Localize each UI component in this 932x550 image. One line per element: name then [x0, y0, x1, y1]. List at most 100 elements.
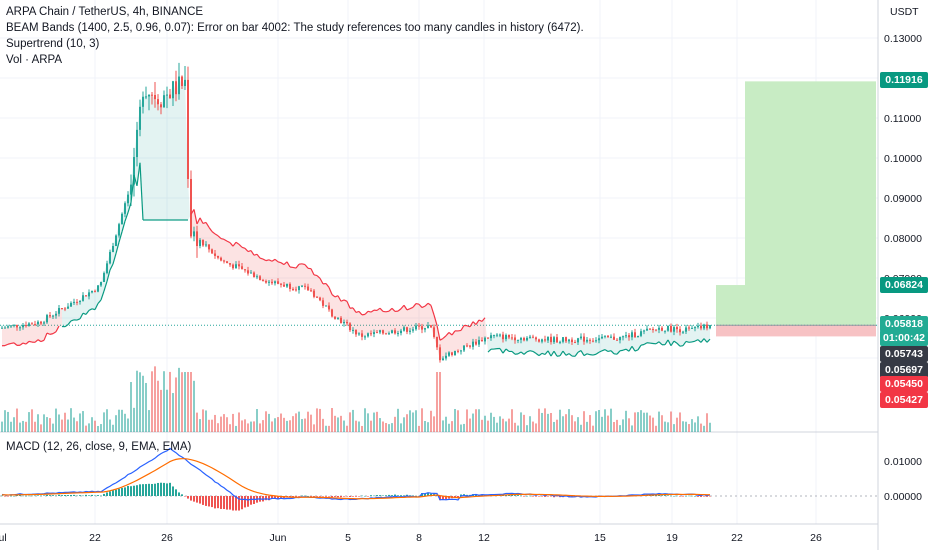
symbol-legend[interactable]: ARPA Chain / TetherUS, 4h, BINANCE — [6, 6, 204, 18]
supertrend-segment — [601, 349, 606, 352]
candle-body — [535, 337, 537, 340]
time-tick-label[interactable]: 26 — [810, 532, 822, 544]
price-tick-label[interactable]: 0.09000 — [884, 193, 922, 205]
price-tick-label[interactable]: 0.10000 — [884, 153, 922, 165]
volume-bar — [121, 409, 123, 432]
price-tick-label[interactable]: 0.13000 — [884, 33, 922, 45]
macd-histogram-bar — [328, 496, 330, 497]
candle-body — [205, 244, 207, 246]
supertrend-segment — [190, 209, 195, 215]
beam-bands-legend[interactable]: BEAM Bands (1400, 2.5, 0.96, 0.07): Erro… — [6, 22, 584, 34]
target-zone-left[interactable] — [716, 285, 745, 326]
supertrend-band-segment — [677, 329, 680, 347]
time-tick-label[interactable]: 19 — [666, 532, 678, 544]
macd-histogram-bar — [169, 482, 171, 496]
volume-bar — [283, 417, 285, 432]
supertrend-segment — [241, 246, 246, 249]
signal-line — [1, 458, 711, 500]
macd-histogram-bar — [16, 495, 18, 496]
time-tick-label[interactable]: Jun — [270, 532, 287, 544]
supertrend-segment — [214, 233, 219, 237]
candle-body — [676, 327, 678, 330]
volume-bar — [172, 393, 174, 432]
target-zone[interactable] — [745, 81, 876, 326]
supertrend-band-segment — [152, 95, 155, 220]
supertrend-band-segment — [359, 311, 362, 337]
supertrend-band-segment — [404, 305, 407, 332]
supertrend-segment — [136, 162, 141, 186]
candle-body — [286, 283, 288, 287]
supertrend-segment — [250, 250, 255, 256]
candle-body — [361, 333, 363, 337]
supertrend-segment — [628, 345, 633, 352]
volume-bar — [685, 421, 687, 432]
supertrend-segment — [220, 237, 225, 240]
price-tick-label[interactable]: 0.08000 — [884, 233, 922, 245]
candle-body — [538, 339, 540, 342]
supertrend-band-segment — [41, 322, 44, 342]
time-tick-label[interactable]: 22 — [89, 532, 101, 544]
supertrend-segment — [130, 174, 135, 203]
time-tick-label[interactable]: 22 — [731, 532, 743, 544]
macd-histogram-bar — [424, 493, 426, 496]
macd-legend[interactable]: MACD (12, 26, close, 9, EMA, EMA) — [6, 441, 192, 453]
macd-histogram-bar — [157, 482, 159, 496]
supertrend-band-segment — [317, 275, 320, 301]
macd-histogram-bar — [64, 494, 66, 496]
candle-body — [94, 290, 96, 292]
time-tick-label[interactable]: 15 — [594, 532, 606, 544]
supertrend-band-segment — [413, 303, 416, 330]
volume-bar — [595, 411, 597, 432]
stop-zone[interactable] — [716, 325, 876, 337]
macd-histogram-bar — [106, 492, 108, 496]
supertrend-segment — [232, 241, 237, 247]
supertrend-band-segment — [257, 254, 260, 281]
macd-histogram-bar — [232, 496, 234, 511]
volume-bar — [292, 416, 294, 432]
macd-histogram-bar — [367, 496, 369, 497]
supertrend-segment — [334, 295, 339, 298]
volume-legend[interactable]: Vol · ARPA — [6, 54, 63, 66]
supertrend-segment — [202, 221, 207, 225]
supertrend-legend[interactable]: Supertrend (10, 3) — [6, 38, 100, 50]
supertrend-band-segment — [617, 336, 620, 355]
candle-body — [370, 333, 372, 335]
time-tick-label[interactable]: Jul — [0, 532, 7, 544]
macd-histogram-bar — [235, 496, 237, 511]
macd-histogram-bar — [46, 494, 48, 496]
candle-body — [256, 276, 258, 278]
candle-body — [148, 94, 150, 97]
candle-body — [430, 325, 432, 328]
candle-body — [337, 317, 339, 319]
candle-body — [547, 336, 549, 341]
candle-body — [589, 339, 591, 341]
volume-bar — [328, 425, 330, 432]
macd-histogram-bar — [358, 496, 360, 497]
macd-histogram-bar — [85, 494, 87, 496]
supertrend-band-segment — [623, 335, 626, 351]
supertrend-band-segment — [353, 307, 356, 335]
macd-histogram-bar — [409, 495, 411, 496]
time-tick-label[interactable]: 8 — [416, 532, 422, 544]
supertrend-segment — [235, 241, 240, 245]
volume-bar — [148, 410, 150, 432]
long-position-tool[interactable] — [0, 81, 878, 337]
price-tag: 0.05427 — [880, 392, 928, 408]
time-tick-label[interactable]: 26 — [161, 532, 173, 544]
supertrend-band-segment — [143, 96, 146, 220]
macd-histogram-bar — [685, 495, 687, 497]
candle-body — [127, 194, 129, 204]
supertrend-band-segment — [263, 259, 266, 283]
candle-body — [469, 345, 471, 347]
price-tick-label[interactable]: 0.11000 — [884, 113, 921, 125]
candle-body — [226, 261, 228, 264]
candle-body — [85, 295, 87, 297]
time-tick-label[interactable]: 5 — [345, 532, 351, 544]
supertrend-segment — [691, 340, 696, 343]
supertrend-band-segment — [527, 336, 530, 352]
volume-bar — [130, 382, 132, 432]
volume-bar — [244, 419, 246, 432]
macd-histogram-bar — [163, 482, 165, 496]
time-tick-label[interactable]: 12 — [478, 532, 490, 544]
